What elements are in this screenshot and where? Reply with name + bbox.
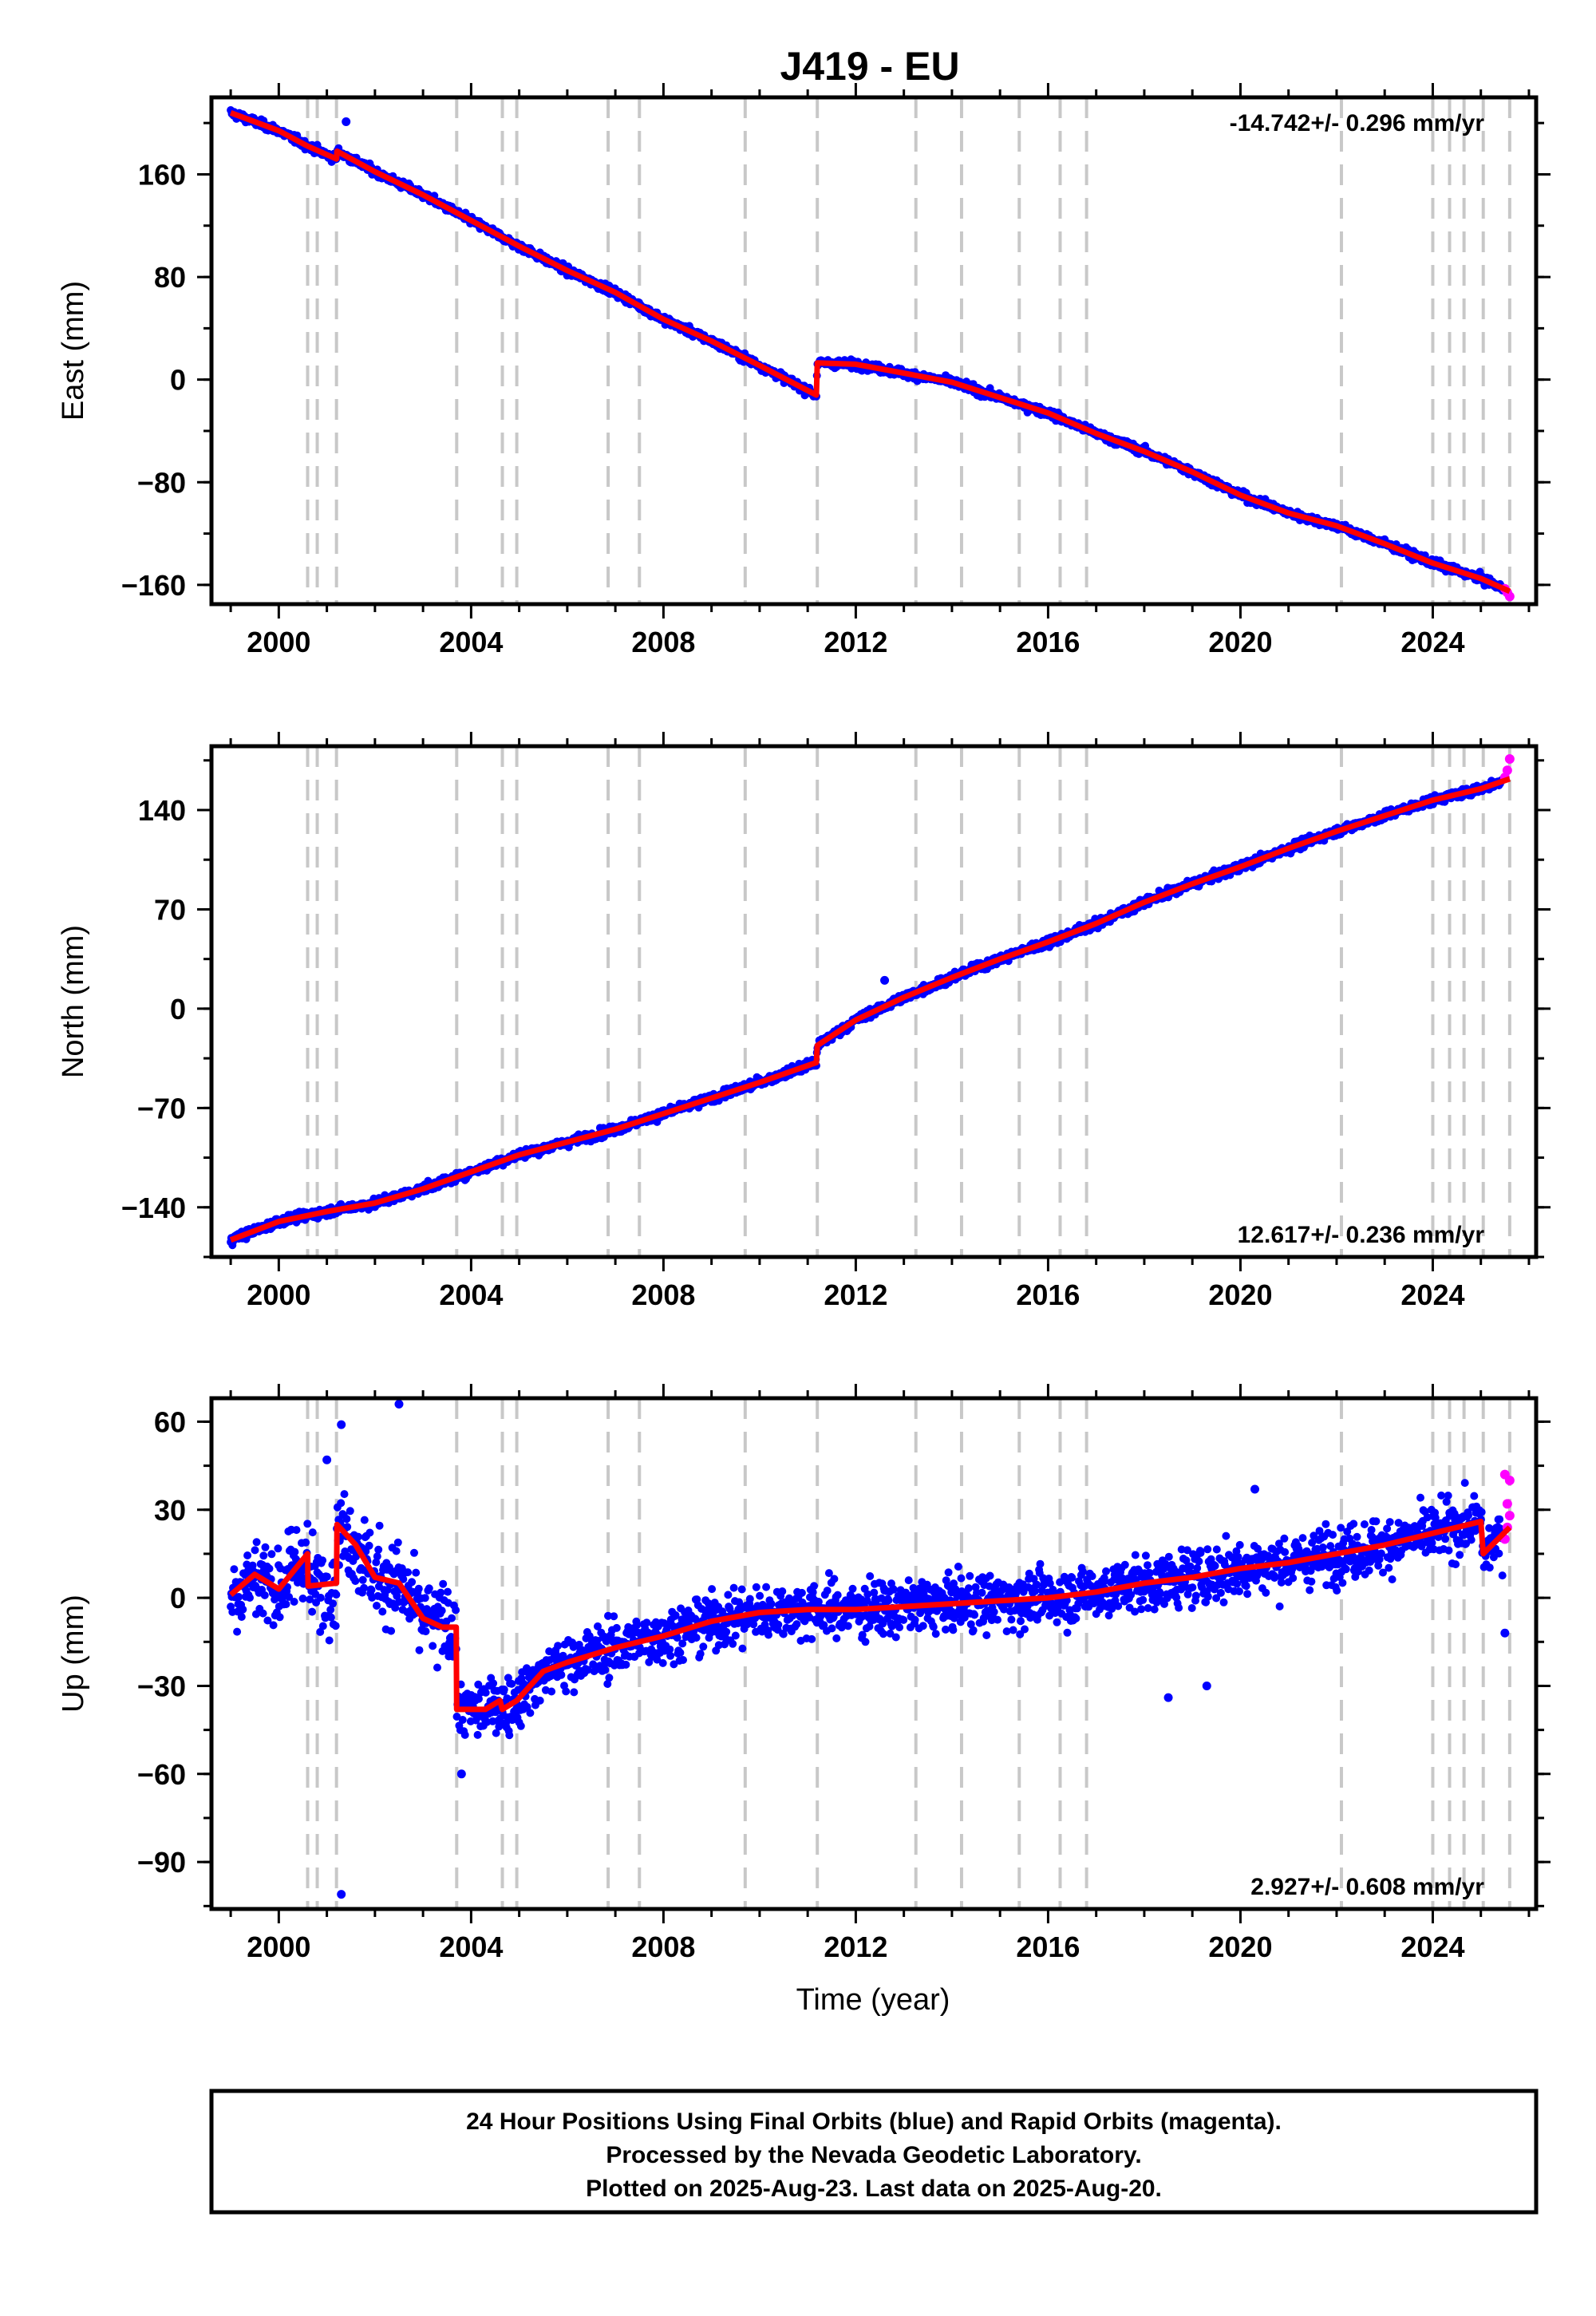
north-ytick-label-1: 70 (154, 893, 186, 926)
x-axis-label: Time (year) (796, 1983, 950, 2017)
footer-box: 24 Hour Positions Using Final Orbits (bl… (209, 2089, 1539, 2215)
north-xtick-label-2012: 2012 (824, 1279, 887, 1311)
up-xtick-label-2012: 2012 (824, 1931, 887, 1963)
up-outlier-point-5 (1163, 1693, 1173, 1702)
east-xtick-label-2024: 2024 (1400, 626, 1464, 658)
east-plot-area (227, 97, 1515, 604)
east-rate-label: -14.742+/- 0.296 mm/yr (1230, 110, 1485, 136)
east-xtick-label-2000: 2000 (247, 626, 310, 658)
east-ytick-label-2: 0 (170, 364, 186, 397)
east-ytick-label-1: 80 (154, 261, 186, 294)
up-xtick-label-2000: 2000 (247, 1931, 310, 1963)
up-rapid-point-2 (1504, 1511, 1515, 1521)
footer-line-1: 24 Hour Positions Using Final Orbits (bl… (466, 2109, 1282, 2135)
up-model-line (228, 1519, 1512, 1713)
up-outlier-point-1 (337, 1420, 346, 1429)
north-model-line (229, 776, 1511, 1243)
up-frame (209, 1396, 1539, 1911)
up-xtick-label-2024: 2024 (1400, 1931, 1464, 1963)
north-frame (209, 744, 1539, 1259)
east-panel: 2000 2004 2008 2012 2016 2020 2024 160 80 0 −80 −16… (57, 83, 1551, 658)
up-xtick-label-2008: 2008 (631, 1931, 695, 1963)
east-xtick-label-2020: 2020 (1208, 626, 1272, 658)
north-rapid-point-1 (1502, 765, 1512, 776)
up-position-cloud (227, 1479, 1507, 1740)
up-rapid-point-3 (1502, 1499, 1512, 1509)
up-xtick-label-2016: 2016 (1016, 1931, 1080, 1963)
north-xtick-label-2016: 2016 (1016, 1279, 1080, 1311)
east-ytick-label-4: −160 (121, 569, 186, 602)
up-outlier-point-3 (322, 1455, 332, 1464)
north-ytick-label-2: 0 (170, 993, 186, 1026)
east-xtick-label-2004: 2004 (439, 626, 503, 658)
up-ytick-label-1: 30 (154, 1494, 186, 1527)
north-rapid-point-2 (1504, 754, 1515, 764)
footer-line-3: Plotted on 2025-Aug-23. Last data on 202… (586, 2176, 1162, 2202)
up-plot-area (227, 1398, 1515, 1909)
north-y-axis-label: North (mm) (57, 925, 90, 1078)
north-ytick-label-3: −70 (137, 1092, 186, 1124)
north-panel: 2000 2004 2008 2012 2016 2020 2024 140 70 0 −70 −14… (57, 732, 1551, 1311)
up-xtick-label-2004: 2004 (439, 1931, 503, 1963)
up-outlier-point-0 (337, 1890, 346, 1899)
figure-title: J419 - EU (780, 44, 959, 89)
up-rate-label: 2.927+/- 0.608 mm/yr (1250, 1874, 1484, 1900)
up-xtick-label-2020: 2020 (1208, 1931, 1272, 1963)
north-ytick-label-0: 140 (138, 794, 186, 827)
footer-frame (209, 2089, 1539, 2215)
north-rate-label: 12.617+/- 0.236 mm/yr (1238, 1222, 1485, 1248)
up-outlier-point-4 (456, 1769, 466, 1779)
up-ytick-label-0: 60 (154, 1405, 186, 1438)
footer-line-2: Processed by the Nevada Geodetic Laborat… (606, 2142, 1141, 2168)
up-rapid-point-5 (1499, 1469, 1510, 1480)
up-outlier-point-8 (1500, 1628, 1510, 1638)
east-xtick-label-2016: 2016 (1016, 626, 1080, 658)
north-xtick-label-2004: 2004 (439, 1279, 503, 1311)
north-xtick-label-2000: 2000 (247, 1279, 310, 1311)
up-ytick-label-3: −30 (137, 1670, 186, 1702)
north-xtick-label-2008: 2008 (631, 1279, 695, 1311)
north-xtick-label-2024: 2024 (1400, 1279, 1464, 1311)
east-xtick-label-2008: 2008 (631, 626, 695, 658)
east-ytick-label-3: −80 (137, 466, 186, 499)
east-y-axis-label: East (mm) (57, 281, 90, 421)
north-xtick-label-2020: 2020 (1208, 1279, 1272, 1311)
up-outlier-point-2 (394, 1399, 404, 1409)
north-ytick-label-4: −140 (121, 1192, 186, 1224)
east-outlier-point-0 (342, 117, 351, 127)
north-outlier-point-0 (880, 975, 890, 985)
east-xtick-label-2012: 2012 (824, 626, 887, 658)
up-panel: 2000 2004 2008 2012 2016 2020 2024 60 30 0 −30 −60 −… (57, 1384, 1551, 1963)
east-ytick-label-0: 160 (138, 158, 186, 191)
east-model-line (229, 110, 1511, 595)
up-outlier-point-6 (1202, 1681, 1211, 1690)
north-plot-area (227, 746, 1515, 1257)
up-outlier-point-7 (1250, 1484, 1260, 1494)
up-ytick-label-5: −90 (137, 1846, 186, 1879)
east-frame (209, 95, 1539, 607)
up-ytick-label-2: 0 (170, 1582, 186, 1614)
up-y-axis-label: Up (mm) (57, 1595, 90, 1713)
up-position-points (227, 1479, 1507, 1740)
up-ytick-label-4: −60 (137, 1758, 186, 1791)
east-rapid-point-2 (1504, 591, 1515, 602)
